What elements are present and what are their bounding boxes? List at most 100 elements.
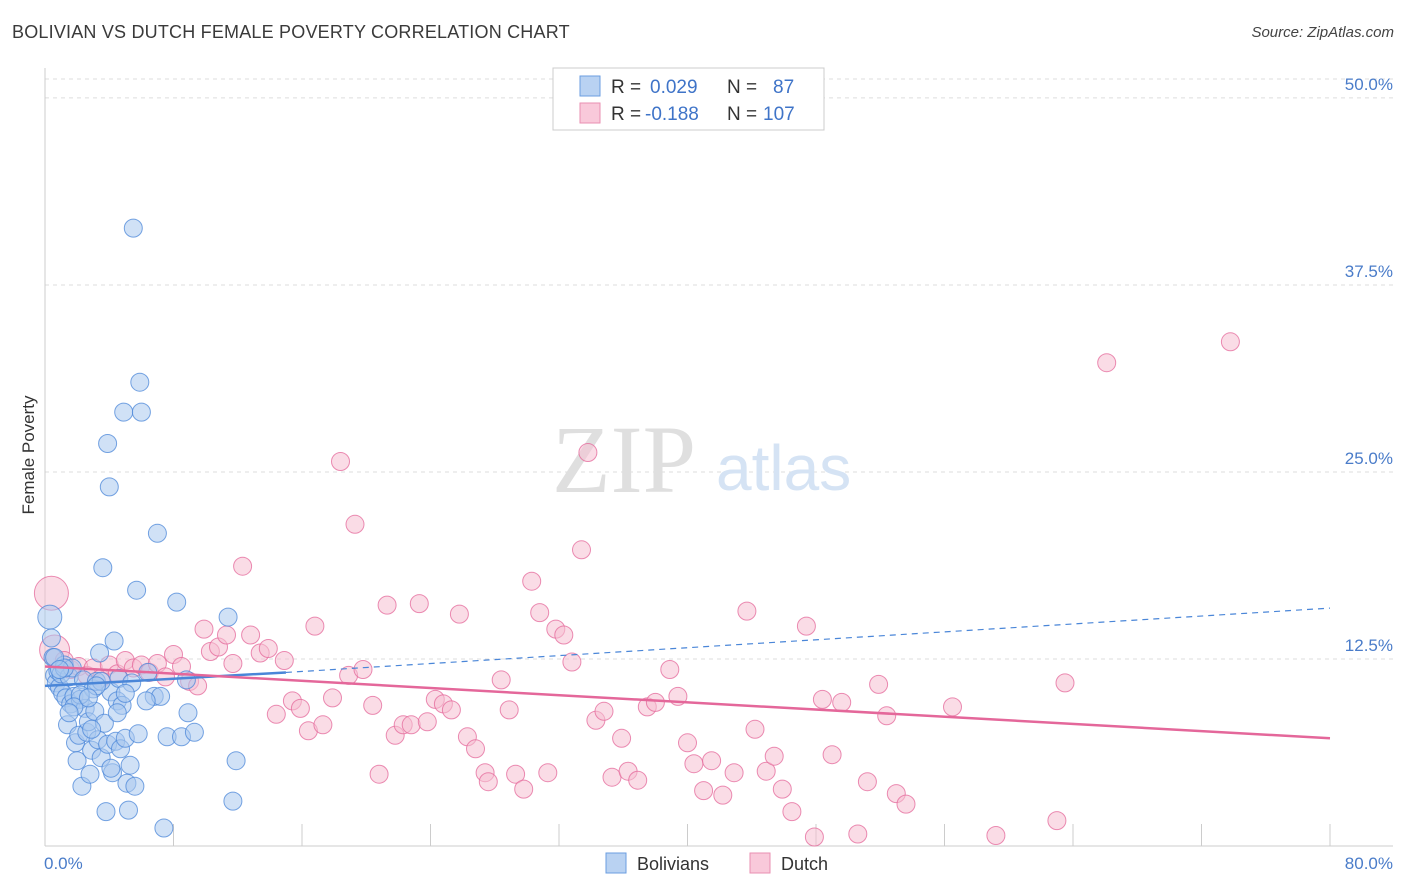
- legend-n-value-2: 107: [763, 104, 795, 125]
- dutch-point: [363, 695, 383, 715]
- bolivians-trend-solid: [44, 671, 287, 688]
- bolivians-trend-dashed: [285, 607, 1331, 674]
- legend-n-label-1: N =: [727, 77, 757, 98]
- bolivians-point: [154, 818, 174, 838]
- dutch-point: [804, 827, 824, 847]
- dutch-point: [377, 595, 397, 615]
- bolivians-point: [184, 722, 204, 742]
- y-tick-label: 25.0%: [1345, 449, 1393, 468]
- bolivians-point: [120, 755, 140, 775]
- dutch-point: [156, 667, 175, 687]
- y-axis-label: Female Poverty: [19, 395, 38, 515]
- x-tick-label-min: 0.0%: [44, 854, 83, 873]
- dutch-point: [764, 746, 784, 766]
- bolivians-point: [125, 776, 145, 796]
- bolivians-point: [82, 719, 102, 739]
- bolivians-point: [136, 691, 156, 711]
- bolivians-point: [128, 724, 148, 744]
- legend-n-value-1: 87: [773, 77, 794, 98]
- bolivians-point: [226, 751, 246, 771]
- dutch-point: [848, 824, 868, 844]
- legend-r-value-2: -0.188: [645, 104, 699, 125]
- dutch-point: [305, 616, 325, 636]
- dutch-point: [684, 754, 704, 774]
- dutch-point: [832, 692, 852, 712]
- dutch-point: [478, 772, 498, 792]
- dutch-point: [572, 540, 591, 560]
- bolivians-point: [90, 643, 110, 663]
- axes-layer: [44, 68, 1393, 847]
- dutch-trend-solid: [44, 665, 1331, 740]
- dutch-point: [594, 701, 614, 721]
- dutch-point: [1047, 811, 1067, 831]
- dutch-point: [499, 700, 519, 720]
- dutch-point: [678, 733, 697, 753]
- dutch-point: [737, 601, 757, 621]
- dutch-point: [194, 619, 214, 639]
- dutch-point: [877, 706, 897, 726]
- dutch-point: [745, 719, 765, 739]
- x-tick-label-max: 80.0%: [1345, 854, 1393, 873]
- dutch-point: [266, 704, 286, 724]
- dutch-point: [217, 625, 236, 645]
- dutch-point: [660, 660, 680, 679]
- dutch-point: [578, 443, 598, 462]
- dutch-point: [943, 697, 962, 717]
- dutch-point: [530, 603, 550, 623]
- bolivians-point: [41, 628, 61, 648]
- dutch-point: [896, 794, 916, 814]
- legend-r-value-1: 0.029: [650, 77, 698, 98]
- bolivians-point: [218, 607, 238, 627]
- dutch-point: [223, 654, 243, 673]
- stats-legend: R = 0.029 N = 87 R = -0.188 N = 107: [552, 67, 825, 131]
- dutch-point: [466, 739, 485, 759]
- bottom-legend-swatch-bolivians: [605, 852, 627, 874]
- bottom-legend-swatch-dutch: [749, 852, 771, 874]
- bolivians-point: [127, 580, 147, 600]
- dutch-point: [554, 625, 574, 645]
- dutch-point: [782, 802, 802, 822]
- watermark-atlas: atlas: [716, 432, 851, 504]
- legend-r-label-2: R =: [611, 104, 641, 125]
- dutch-point: [1097, 353, 1117, 373]
- dutch-point: [258, 639, 278, 658]
- dutch-point: [369, 764, 389, 784]
- dutch-point: [562, 652, 582, 672]
- dutch-point: [241, 625, 261, 645]
- dutch-point: [812, 689, 832, 709]
- dutch-point: [441, 700, 461, 720]
- dutch-point: [401, 715, 421, 735]
- bolivians-point: [104, 631, 124, 651]
- bolivians-point: [99, 477, 119, 497]
- bolivians-point: [96, 802, 116, 822]
- trend-layer: [44, 607, 1331, 740]
- dutch-point: [491, 670, 511, 690]
- dutch-point: [857, 772, 877, 792]
- dutch-point: [772, 779, 792, 799]
- bolivians-point: [115, 683, 135, 703]
- y-tick-label: 12.5%: [1345, 636, 1393, 655]
- dutch-point: [702, 751, 722, 771]
- dutch-point: [449, 604, 469, 624]
- dutch-point: [602, 767, 622, 787]
- bolivians-point: [167, 592, 187, 612]
- dutch-point: [694, 781, 714, 801]
- dutch-point: [1055, 673, 1075, 693]
- y-tick-labels: 12.5% 25.0% 37.5% 50.0%: [1345, 75, 1393, 655]
- bolivians-point: [80, 764, 100, 784]
- dutch-point: [514, 779, 534, 799]
- legend-r-label-1: R =: [611, 77, 641, 98]
- bolivians-point: [107, 703, 127, 723]
- dutch-point: [290, 698, 310, 718]
- dutch-point: [612, 728, 632, 748]
- dutch-point: [822, 745, 842, 765]
- bolivians-point: [130, 372, 150, 392]
- legend-swatch-bolivians: [579, 75, 601, 97]
- bolivians-point: [101, 758, 121, 778]
- dutch-point: [331, 452, 350, 471]
- bolivians-point: [119, 800, 138, 820]
- dutch-point: [274, 651, 294, 670]
- dutch-point: [645, 692, 665, 712]
- bolivians-point: [59, 703, 79, 723]
- bolivians-point: [93, 558, 113, 578]
